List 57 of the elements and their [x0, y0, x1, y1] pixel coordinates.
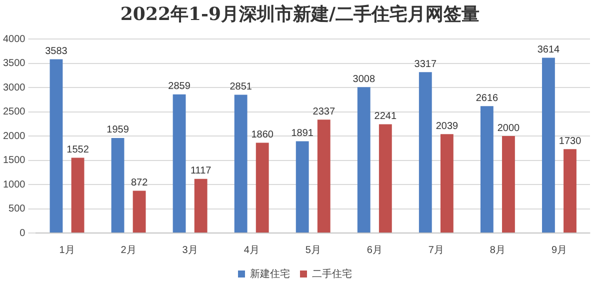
y-tick-label: 2500: [2, 106, 26, 118]
bar: [542, 58, 555, 232]
data-label: 2039: [436, 120, 459, 132]
data-label: 3583: [45, 46, 68, 57]
y-tick-label: 2000: [2, 130, 26, 142]
data-label: 2616: [476, 92, 498, 104]
bar: [418, 72, 432, 232]
x-tick-label: 7月: [428, 244, 444, 256]
data-label: 2241: [374, 111, 397, 122]
bar: [256, 142, 269, 232]
bar: [172, 94, 186, 232]
bar: [502, 136, 515, 232]
data-label: 1552: [66, 144, 90, 156]
legend-label: 新建住宅: [250, 268, 290, 280]
bar: [480, 106, 494, 232]
bar: [132, 190, 146, 232]
y-tick-label: 4000: [2, 34, 26, 45]
x-tick-label: 2月: [120, 244, 136, 256]
data-label: 2859: [168, 81, 191, 92]
data-label: 3317: [414, 58, 437, 70]
y-tick-label: 500: [8, 204, 26, 214]
bar: [296, 141, 309, 232]
data-label: 1730: [558, 136, 582, 147]
data-label: 1891: [291, 128, 314, 140]
x-tick-label: 6月: [366, 244, 382, 256]
data-label: 1860: [251, 130, 274, 141]
bar: [378, 124, 392, 232]
bar: [564, 149, 576, 232]
data-label: 872: [130, 177, 148, 188]
bar: [357, 87, 370, 232]
y-tick-label: 3000: [2, 82, 26, 94]
chart-title: 2022年1-9月深圳市新建/二手住宅月网签量: [119, 3, 481, 27]
x-tick-label: 1月: [59, 244, 75, 256]
x-tick-label: 8月: [490, 244, 506, 256]
data-label: 2851: [230, 81, 252, 92]
data-label: 1959: [106, 124, 130, 136]
data-label: 2337: [312, 106, 336, 118]
bar: [234, 94, 248, 232]
x-tick-label: 5月: [305, 244, 321, 256]
y-tick-label: 0: [20, 228, 26, 239]
bar: [317, 120, 330, 232]
bar: [71, 158, 84, 232]
y-tick-label: 1500: [2, 155, 26, 166]
bar: [440, 134, 454, 232]
x-tick-label: 4月: [244, 244, 260, 256]
data-label: 3614: [537, 44, 560, 56]
data-label: 3008: [352, 74, 376, 85]
bar: [111, 138, 124, 232]
bar: [194, 178, 208, 232]
x-tick-label: 3月: [182, 244, 198, 256]
data-label: 2000: [497, 122, 520, 134]
bar: [50, 59, 63, 232]
x-tick-label: 9月: [551, 244, 568, 256]
legend-label: 二手住宅: [312, 268, 352, 280]
data-label: 1117: [190, 166, 212, 177]
y-tick-label: 1000: [2, 179, 26, 190]
y-tick-label: 3500: [2, 58, 26, 69]
